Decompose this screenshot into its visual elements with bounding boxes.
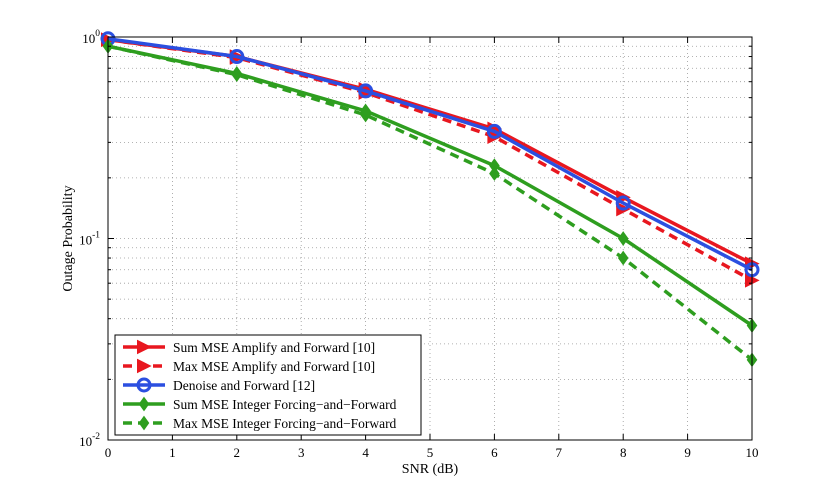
legend-box (114, 334, 422, 436)
axis-ticks: 0 1 2 3 4 5 6 7 8 9 10 100 10-1 10-2 (79, 29, 758, 460)
grid (108, 37, 752, 440)
series-3-line (107, 37, 753, 272)
legend-swatch-marker (138, 415, 150, 431)
series-5-line (107, 44, 754, 362)
series-5-point (360, 107, 371, 123)
x-axis-label: SNR (dB) (402, 462, 459, 477)
x-tick-label: 3 (298, 445, 305, 460)
series-3 (100, 31, 760, 278)
x-tick-label: 7 (556, 445, 563, 460)
x-tick-label: 4 (362, 445, 369, 460)
legend-label: Max MSE Amplify and Forward [10] (173, 359, 375, 374)
y-axis-label: Outage Probability (61, 185, 76, 291)
x-tick-label: 5 (427, 445, 434, 460)
x-tick-label: 10 (746, 445, 759, 460)
series-3-point (615, 195, 631, 211)
legend-swatch-marker (137, 339, 152, 355)
x-tick-label: 1 (169, 445, 176, 460)
series-3-point (358, 83, 374, 99)
y-tick-label: 10-2 (79, 432, 100, 449)
legend-swatch-marker (136, 377, 152, 393)
x-tick-label: 0 (105, 445, 112, 460)
legend-swatch-marker (138, 396, 150, 412)
x-tick-label: 9 (684, 445, 691, 460)
series-3-point (486, 123, 502, 139)
series-5-point (231, 67, 243, 83)
x-tick-label: 8 (620, 445, 627, 460)
legend-label: Sum MSE Integer Forcing−and−Forward (173, 397, 397, 412)
y-tick-label: 10-1 (79, 231, 100, 248)
legend-label: Sum MSE Amplify and Forward [10] (173, 340, 375, 355)
x-tick-label: 2 (234, 445, 241, 460)
legend-label: Denoise and Forward [12] (173, 378, 315, 393)
legend-label: Max MSE Integer Forcing−and−Forward (173, 416, 397, 431)
series-5-point (489, 166, 500, 181)
legend-swatch-marker (137, 358, 152, 374)
series-4-point (617, 231, 629, 246)
series-5-point (617, 250, 629, 266)
y-tick-label: 100 (82, 29, 100, 46)
x-tick-label: 6 (491, 445, 498, 460)
legend: Sum MSE Amplify and Forward [10] Max MSE … (114, 334, 422, 436)
series-3-point (229, 49, 245, 65)
series-5 (102, 38, 758, 368)
